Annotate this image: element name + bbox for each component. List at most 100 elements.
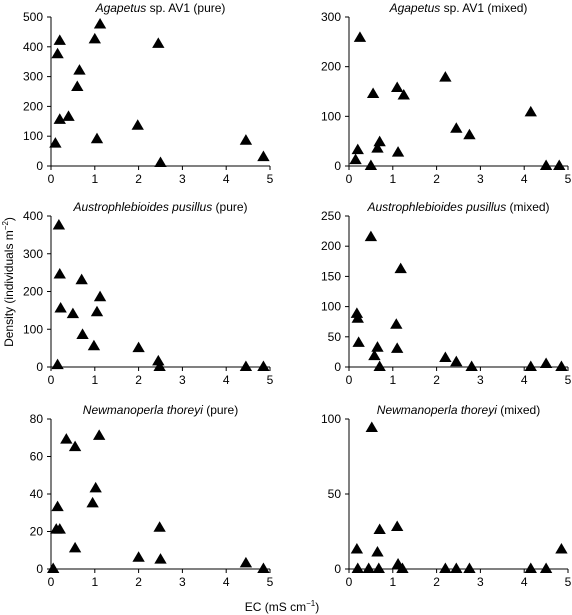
data-point-triangle xyxy=(364,159,378,171)
data-point-triangle xyxy=(86,496,99,508)
data-point-triangle xyxy=(553,159,566,171)
data-point-triangle xyxy=(352,336,365,347)
y-tick-label: 40 xyxy=(30,487,44,501)
data-point-triangle xyxy=(351,312,364,323)
data-point-triangle xyxy=(450,122,463,133)
data-point-triangle xyxy=(66,307,80,319)
y-tick-label: 100 xyxy=(321,412,341,426)
data-point-triangle xyxy=(349,153,362,165)
y-tick-label: 0 xyxy=(36,360,43,374)
data-point-triangle xyxy=(257,360,270,372)
data-point-triangle xyxy=(152,354,165,366)
y-tick-label: 200 xyxy=(23,99,43,113)
data-point-triangle xyxy=(351,562,364,574)
data-point-triangle xyxy=(391,81,404,93)
y-tick-label: 0 xyxy=(334,360,341,374)
data-point-triangle xyxy=(372,562,385,574)
x-tick-label: 0 xyxy=(346,373,353,387)
data-point-triangle xyxy=(439,562,452,574)
data-point-triangle xyxy=(132,551,145,562)
x-tick-label: 1 xyxy=(389,575,396,589)
x-tick-label: 4 xyxy=(521,373,528,387)
data-point-triangle xyxy=(68,440,82,452)
x-tick-label: 3 xyxy=(477,575,484,589)
data-point-triangle xyxy=(132,341,145,353)
data-point-triangle xyxy=(53,34,66,45)
data-point-triangle xyxy=(51,500,64,512)
scatter-panel: 0 1 2 3 4 5 0 100 200 300 400 Austrophlebioides pus… xyxy=(23,200,274,387)
y-tick-label: 400 xyxy=(23,40,43,54)
data-point-triangle xyxy=(60,433,73,444)
x-tick-label: 3 xyxy=(179,373,186,387)
x-tick-label: 2 xyxy=(433,172,440,186)
data-point-triangle xyxy=(51,358,64,370)
data-point-triangle xyxy=(465,360,478,372)
data-point-triangle xyxy=(350,307,364,318)
y-tick-label: 0 xyxy=(334,159,341,173)
y-tick-label: 0 xyxy=(36,562,43,576)
data-point-triangle xyxy=(366,87,380,99)
x-tick-label: 4 xyxy=(223,172,230,186)
data-point-triangle xyxy=(257,562,270,574)
data-point-triangle xyxy=(90,132,104,144)
x-tick-label: 2 xyxy=(433,575,440,589)
data-point-triangle xyxy=(524,105,537,117)
y-axis-title: Density (individuals m−2) xyxy=(1,217,16,347)
data-point-triangle xyxy=(371,341,384,352)
y-tick-label: 250 xyxy=(321,209,341,223)
data-point-triangle xyxy=(257,150,270,162)
data-point-triangle xyxy=(76,328,89,339)
x-tick-label: 3 xyxy=(477,172,484,186)
x-tick-label: 5 xyxy=(267,172,274,186)
data-point-triangle xyxy=(239,556,253,568)
y-tick-label: 150 xyxy=(321,269,341,283)
y-tick-label: 200 xyxy=(321,239,341,253)
y-tick-label: 0 xyxy=(334,562,341,576)
x-tick-label: 5 xyxy=(565,172,572,186)
data-point-triangle xyxy=(54,301,67,313)
data-point-triangle xyxy=(373,523,386,535)
data-point-triangle xyxy=(524,360,537,372)
panel-title: Agapetus sp. AV1 (mixed) xyxy=(389,1,528,15)
x-tick-label: 0 xyxy=(346,172,353,186)
panel-title: Newmanoperla thoreyi (mixed) xyxy=(377,403,540,417)
panel-title: Austrophlebioides pusillus (mixed) xyxy=(366,200,549,214)
x-tick-label: 1 xyxy=(389,172,396,186)
data-point-triangle xyxy=(89,481,102,493)
data-point-triangle xyxy=(439,351,452,362)
y-tick-label: 50 xyxy=(328,487,342,501)
data-point-triangle xyxy=(153,521,166,532)
data-point-triangle xyxy=(153,360,166,372)
y-tick-label: 60 xyxy=(30,450,44,464)
data-point-triangle xyxy=(555,543,568,554)
x-tick-label: 5 xyxy=(267,575,274,589)
data-point-triangle xyxy=(539,159,553,171)
scatter-panel: 0 1 2 3 4 5 0 20 40 60 80 Newmanoperla thoreyi (pur… xyxy=(30,403,274,589)
scatter-panel: 0 1 2 3 4 5 0 100 200 300 Agapetus sp. AV1 (mixed) xyxy=(321,1,572,186)
data-point-triangle xyxy=(368,349,381,361)
data-point-triangle xyxy=(93,17,107,29)
data-point-triangle xyxy=(93,429,106,440)
data-point-triangle xyxy=(365,421,378,433)
data-point-triangle xyxy=(439,71,452,82)
x-tick-label: 2 xyxy=(135,373,142,387)
y-tick-label: 500 xyxy=(23,10,43,24)
x-tick-label: 0 xyxy=(346,575,353,589)
y-tick-label: 200 xyxy=(321,60,341,74)
data-point-triangle xyxy=(350,543,364,554)
x-tick-label: 0 xyxy=(48,172,55,186)
data-point-triangle xyxy=(47,562,60,574)
data-point-triangle xyxy=(53,268,66,279)
data-point-triangle xyxy=(391,520,404,532)
data-point-triangle xyxy=(463,562,476,574)
x-tick-label: 3 xyxy=(477,373,484,387)
x-tick-label: 3 xyxy=(179,575,186,589)
data-point-triangle xyxy=(391,146,405,157)
x-tick-label: 4 xyxy=(521,575,528,589)
data-point-triangle xyxy=(154,553,167,564)
y-tick-label: 200 xyxy=(23,285,43,299)
data-point-triangle xyxy=(90,305,104,317)
x-tick-label: 5 xyxy=(565,373,572,387)
